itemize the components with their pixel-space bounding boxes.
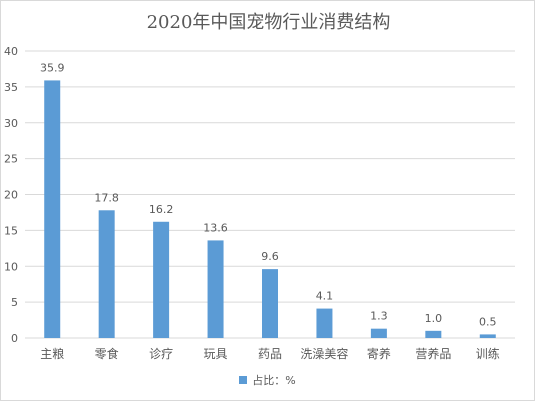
data-label: 13.6 — [203, 221, 228, 234]
x-tick-label: 零食 — [95, 346, 119, 361]
bar — [98, 210, 115, 338]
x-tick-label: 洗澡美容 — [300, 346, 348, 361]
y-tick-label: 30 — [4, 117, 18, 130]
bar — [316, 308, 333, 338]
y-tick-label: 40 — [4, 45, 18, 58]
y-tick-label: 25 — [4, 153, 18, 166]
x-tick-label: 训练 — [476, 346, 500, 361]
bar — [262, 269, 278, 338]
data-label: 35.9 — [40, 61, 65, 74]
x-tick-label: 主粮 — [40, 346, 64, 361]
chart-legend: 占比：% — [0, 372, 535, 388]
data-label: 16.2 — [149, 203, 174, 216]
x-tick-label: 营养品 — [415, 346, 451, 361]
bar — [479, 334, 496, 338]
legend-swatch — [239, 376, 248, 384]
bar — [44, 80, 61, 338]
data-label: 0.5 — [479, 315, 497, 328]
data-label: 17.8 — [94, 191, 119, 204]
data-label: 4.1 — [316, 290, 334, 303]
legend-label: 占比：% — [252, 374, 296, 387]
y-tick-label: 10 — [4, 260, 18, 273]
x-tick-label: 玩具 — [204, 347, 228, 361]
y-tick-label: 20 — [4, 189, 18, 202]
x-tick-label: 药品 — [258, 347, 282, 361]
bar — [207, 240, 224, 338]
x-tick-label: 诊疗 — [149, 347, 173, 361]
y-tick-label: 15 — [4, 224, 18, 237]
data-label: 9.6 — [261, 250, 279, 263]
bar — [425, 330, 442, 338]
data-label: 1.0 — [425, 312, 443, 325]
bar — [370, 328, 387, 338]
x-tick-label: 寄养 — [367, 346, 391, 361]
chart-title: 2020年中国宠物行业消费结构 — [146, 12, 391, 33]
data-label: 1.3 — [370, 310, 388, 323]
y-tick-label: 0 — [11, 332, 18, 345]
y-tick-label: 5 — [11, 296, 18, 309]
y-tick-label: 35 — [4, 81, 18, 94]
bar — [153, 221, 170, 338]
